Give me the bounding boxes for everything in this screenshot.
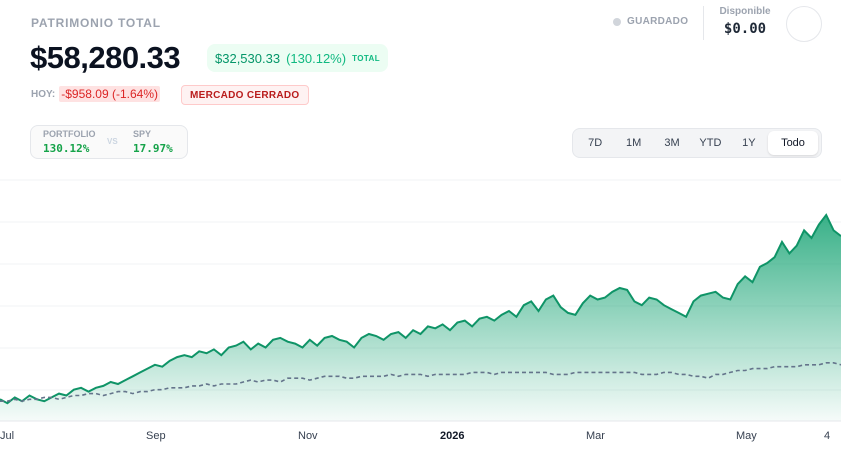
page-title: PATRIMONIO TOTAL xyxy=(31,16,161,30)
benchmark-comparison[interactable]: PORTFOLIO 130.12% VS SPY 17.97% xyxy=(30,125,188,159)
portfolio-label: PORTFOLIO xyxy=(43,129,96,139)
portfolio-chart[interactable]: Jul Sep Nov 2026 Mar May 4 xyxy=(0,175,841,450)
gain-tag: TOTAL xyxy=(352,53,380,63)
gain-amount: $32,530.33 xyxy=(215,50,281,66)
header-divider xyxy=(703,6,704,40)
portfolio-column: PORTFOLIO 130.12% xyxy=(43,129,96,155)
status-dot-icon xyxy=(613,17,621,26)
portfolio-return: 130.12% xyxy=(43,142,90,155)
available-cash: Disponible $0.00 xyxy=(712,6,778,37)
x-tick-label: Mar xyxy=(586,430,605,442)
range-3m-button[interactable]: 3M xyxy=(664,137,680,149)
range-ytd-button[interactable]: YTD xyxy=(699,137,722,149)
range-1m-button[interactable]: 1M xyxy=(625,137,642,149)
x-tick-label: Sep xyxy=(146,430,166,442)
save-status-label: GUARDADO xyxy=(627,16,689,27)
today-change-row: HOY: -$958.09 (-1.64%) xyxy=(31,86,160,102)
x-tick-label: Nov xyxy=(298,430,318,442)
available-value: $0.00 xyxy=(723,21,767,37)
save-status: GUARDADO xyxy=(613,16,688,27)
avatar[interactable] xyxy=(786,6,822,42)
benchmark-column: SPY 17.97% xyxy=(133,129,173,155)
benchmark-line xyxy=(0,362,841,403)
range-selector: 7D 1M 3M YTD 1Y Todo xyxy=(572,128,822,158)
range-7d-button[interactable]: 7D xyxy=(588,137,603,149)
market-status-badge: MERCADO CERRADO xyxy=(181,85,309,105)
total-gain-badge: $32,530.33 (130.12%) TOTAL xyxy=(207,44,388,72)
today-change: -$958.09 (-1.64%) xyxy=(59,86,160,102)
x-tick-label: May xyxy=(736,430,757,442)
available-label: Disponible xyxy=(719,6,771,17)
x-tick-label: Jul xyxy=(0,430,14,442)
benchmark-label: SPY xyxy=(133,129,152,139)
x-axis-labels: Jul Sep Nov 2026 Mar May 4 xyxy=(0,430,830,442)
gain-percent: (130.12%) xyxy=(286,50,347,66)
x-tick-label: 4 xyxy=(824,430,830,442)
range-all-button[interactable]: Todo xyxy=(768,131,818,155)
portfolio-line xyxy=(0,213,841,405)
benchmark-return: 17.97% xyxy=(133,142,173,155)
portfolio-area xyxy=(0,215,841,421)
range-1y-button[interactable]: 1Y xyxy=(742,137,756,149)
vs-label: VS xyxy=(107,137,118,146)
total-value: $58,280.33 xyxy=(30,40,181,75)
today-label: HOY: xyxy=(31,88,56,100)
x-tick-label: 2026 xyxy=(440,430,464,442)
